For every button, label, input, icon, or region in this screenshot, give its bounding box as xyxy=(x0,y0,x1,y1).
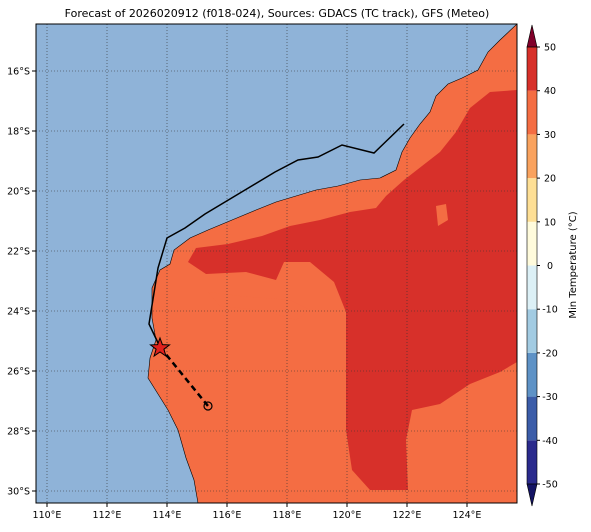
colorbar-bin xyxy=(527,47,537,91)
lat-tick-label: 28°S xyxy=(7,427,30,438)
colorbar-bin xyxy=(527,178,537,222)
colorbar-bin xyxy=(527,221,537,266)
lat-tick-label: 16°S xyxy=(7,67,30,78)
lon-tick-label: 122°E xyxy=(393,510,422,521)
lat-tick-label: 24°S xyxy=(7,307,30,318)
colorbar: -50 -40 -30 -20 -10 0 10 20 30 40 50 xyxy=(526,24,558,507)
colorbar-under xyxy=(526,483,538,507)
lat-tick-label: 18°S xyxy=(7,127,30,138)
cool-patch xyxy=(282,494,316,503)
cool-patch xyxy=(208,292,310,320)
colorbar-tick-label: 30 xyxy=(544,130,556,141)
colorbar-bin xyxy=(527,309,537,353)
storm-position xyxy=(149,336,171,358)
colorbar-tick-label: 20 xyxy=(544,174,556,185)
colorbar-bin xyxy=(527,396,537,441)
forecast-point xyxy=(203,401,213,411)
colorbar-tick-label: 40 xyxy=(544,86,556,97)
lat-tick-label: 22°S xyxy=(7,247,30,258)
colorbar-tick-label: -10 xyxy=(542,305,558,316)
map-frame xyxy=(35,23,518,504)
colorbar-bin xyxy=(527,90,537,135)
lon-tick-label: 110°E xyxy=(33,510,62,521)
colorbar-tick-label: -50 xyxy=(542,480,558,491)
lat-tick-label: 30°S xyxy=(7,487,30,498)
storm-track xyxy=(148,123,405,348)
colorbar-bin xyxy=(527,134,537,179)
colorbar-tick-label: 50 xyxy=(544,43,556,54)
colorbar-bin xyxy=(527,352,537,397)
cool-patch xyxy=(436,204,448,226)
colorbar-tick-label: -40 xyxy=(542,436,558,447)
map-title: Forecast of 2026020912 (f018-024), Sourc… xyxy=(65,7,490,20)
colorbar-over xyxy=(526,24,538,48)
colorbar-tick-label: -30 xyxy=(542,392,558,403)
lon-tick-label: 124°E xyxy=(453,510,482,521)
lon-tick-label: 114°E xyxy=(153,510,182,521)
lon-tick-label: 120°E xyxy=(333,510,362,521)
colorbar-bin xyxy=(527,265,537,310)
warm-region xyxy=(188,90,517,490)
colorbar-tick-label: 10 xyxy=(544,217,556,228)
lat-tick-label: 26°S xyxy=(7,367,30,378)
colorbar-bin xyxy=(527,440,537,484)
lat-tick-label: 20°S xyxy=(7,187,30,198)
storm-forecast-track xyxy=(159,346,209,407)
colorbar-tick-label: 0 xyxy=(547,261,553,272)
grid xyxy=(36,24,517,503)
lon-tick-label: 118°E xyxy=(273,510,302,521)
lon-tick-label: 112°E xyxy=(93,510,122,521)
colorbar-tick-label: -20 xyxy=(542,348,558,359)
lon-tick-label: 116°E xyxy=(213,510,242,521)
colorbar-label: Min Temperature (°C) xyxy=(568,211,579,318)
map xyxy=(36,24,517,503)
